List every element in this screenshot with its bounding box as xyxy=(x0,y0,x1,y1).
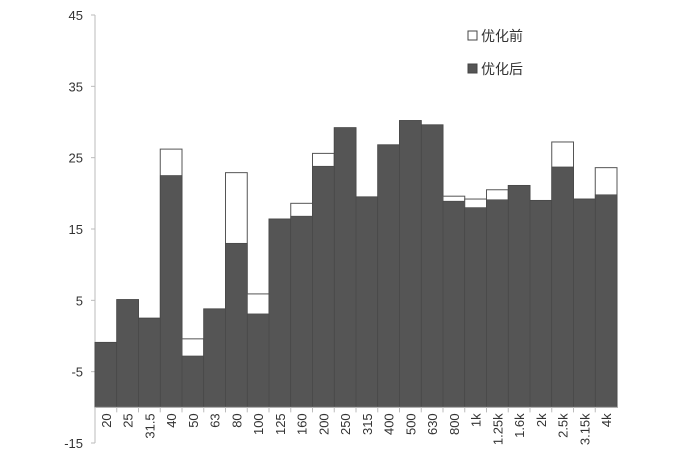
y-tick-label: 45 xyxy=(69,8,83,23)
x-tick-label: 160 xyxy=(295,413,310,435)
x-tick-label: 2k xyxy=(534,413,549,427)
x-tick-label: 3.15k xyxy=(577,413,592,445)
x-tick-label: 800 xyxy=(447,413,462,435)
x-tick-label: 20 xyxy=(99,413,114,427)
bar-after-50 xyxy=(181,355,205,408)
y-tick-label: 25 xyxy=(69,151,83,166)
x-tick-label: 250 xyxy=(338,413,353,435)
bar-after-1.25k xyxy=(486,199,509,408)
bar-after-1k xyxy=(464,207,487,408)
bar-after-2.5k xyxy=(551,166,574,408)
x-tick-label: 500 xyxy=(403,413,418,435)
bar-after-800 xyxy=(442,200,466,408)
x-tick-label: 50 xyxy=(186,413,201,427)
x-tick-label: 63 xyxy=(208,413,223,427)
bar-after-3.15k xyxy=(573,198,596,408)
bar-after-250 xyxy=(333,127,357,408)
bar-after-25 xyxy=(116,299,139,408)
y-tick-label: -15 xyxy=(64,436,83,451)
x-tick-label: 80 xyxy=(229,413,244,427)
legend-label-after: 优化后 xyxy=(481,61,523,77)
legend-label-before: 优化前 xyxy=(481,28,523,44)
legend-swatch-before xyxy=(467,30,478,41)
x-tick-label: 2.5k xyxy=(556,413,571,438)
x-tick-label: 25 xyxy=(121,413,136,427)
y-tick-label: 35 xyxy=(69,79,83,94)
bar-after-315 xyxy=(355,196,379,408)
bar-after-20 xyxy=(94,342,118,408)
x-tick-label: 40 xyxy=(164,413,179,427)
bar-after-400 xyxy=(377,144,400,408)
x-tick-label: 400 xyxy=(382,413,397,435)
bar-after-500 xyxy=(399,120,422,408)
x-tick-label: 315 xyxy=(360,413,375,435)
bar-after-100 xyxy=(246,313,270,408)
bar-after-2k xyxy=(529,200,553,408)
y-tick-label: 5 xyxy=(76,293,83,308)
x-tick-label: 1k xyxy=(469,413,484,427)
bar-after-125 xyxy=(268,218,292,408)
x-tick-label: 31.5 xyxy=(142,413,157,438)
legend-swatch-after xyxy=(467,63,478,74)
bar-after-160 xyxy=(290,215,313,408)
y-tick-label: -5 xyxy=(71,365,83,380)
x-tick-label: 1.6k xyxy=(512,413,527,438)
x-tick-label: 200 xyxy=(316,413,331,435)
x-tick-label: 630 xyxy=(425,413,440,435)
x-tick-label: 4k xyxy=(599,413,614,427)
bar-after-200 xyxy=(312,165,335,408)
x-tick-label: 125 xyxy=(273,413,288,435)
x-tick-label: 100 xyxy=(251,413,266,435)
y-tick-label: 15 xyxy=(69,222,83,237)
bar-after-1.6k xyxy=(507,185,531,408)
bar-after-63 xyxy=(203,308,226,408)
bar-after-630 xyxy=(420,124,444,408)
bar-after-40 xyxy=(159,175,183,408)
bar-after-4k xyxy=(594,194,618,408)
bar-after-31.5 xyxy=(138,317,161,408)
x-tick-label: 1.25k xyxy=(490,413,505,445)
bar-after-80 xyxy=(225,242,248,408)
